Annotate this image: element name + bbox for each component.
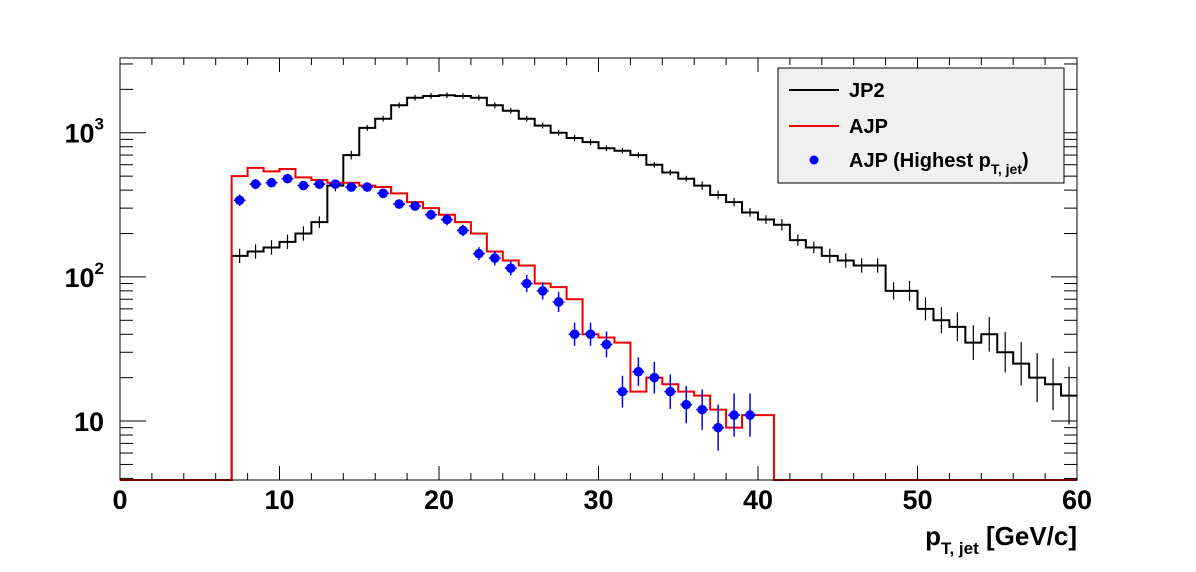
series-2-point [426,209,436,220]
legend-label-ajp-highest-sub: T, jet [991,161,1022,177]
x-tick-label: 30 [583,485,613,515]
series-2-point [458,225,468,236]
series-2-point [394,199,404,209]
y-tick-label-base: 10 [64,263,94,293]
series-2-point [330,179,341,189]
series-2-point [633,366,644,377]
series-2-point [314,179,325,189]
series-2-point [537,286,548,296]
y-tick-label: 103 [64,115,104,149]
x-tick-label: 20 [424,485,454,515]
series-2-point [378,188,388,199]
series-2-point [442,214,452,225]
series-2-point [474,248,484,259]
series-2-point [745,410,755,420]
y-tick-label: 102 [64,259,104,293]
y-tick-label-exponent: 2 [95,259,104,278]
x-axis-title-main: p [925,521,941,551]
series-2-point [234,195,245,206]
x-tick-label: 50 [902,485,932,515]
series-2-point [729,410,739,420]
series-2-point [681,399,692,410]
series-2-point [298,180,309,191]
x-axis-title-sub: T, jet [941,539,979,558]
x-tick-label: 40 [743,485,773,515]
series-2-point [713,422,723,433]
series-2-point [266,177,277,188]
series-2-point [521,278,532,289]
y-tick-label-base: 10 [64,119,94,149]
x-axis-title-unit: [GeV/c] [979,521,1077,551]
legend-label-jp2: JP2 [849,80,885,102]
series-2-point [569,329,580,340]
x-axis-title: pT, jet [GeV/c] [925,521,1077,558]
series-2-point [601,339,612,350]
legend-label-ajp-highest-end: ) [1022,150,1029,172]
x-tick-label: 0 [112,485,127,515]
y-tick-label: 10 [74,407,104,437]
legend-label-ajp-highest: AJP (Highest pT, jet) [849,150,1029,177]
series-2-point [250,179,261,189]
series-2-point [505,263,516,273]
series-2-point [585,329,596,340]
series-2-point [490,253,500,263]
legend-label-ajp-highest-main: AJP (Highest p [849,150,991,172]
series-2-point [553,297,564,307]
series-2-point [346,182,357,192]
x-tick-label: 60 [1062,485,1092,515]
legend: JP2 AJP AJP (Highest pT, jet) [777,67,1065,184]
series-2-point [282,173,293,184]
legend-marker-ajp-highest [809,155,819,165]
y-tick-label-exponent: 3 [95,115,104,134]
x-tick-label: 10 [264,485,294,515]
series-2-point [649,372,660,383]
series-2-point [410,201,420,211]
legend-label-ajp: AJP [849,116,888,138]
series-2-point [665,386,676,397]
series-2-point [362,182,373,192]
series-2-point [697,404,707,415]
series-2-point [617,386,628,397]
